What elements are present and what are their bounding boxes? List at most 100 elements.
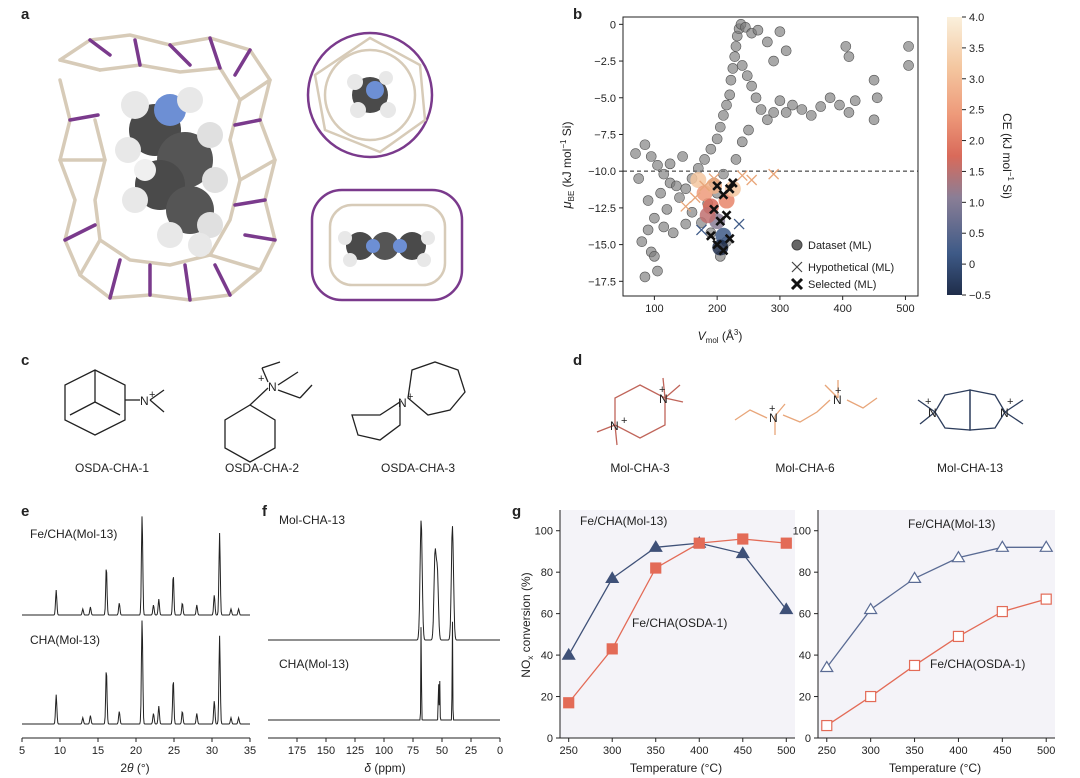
colorbar-tick-label: −0.5 — [969, 290, 991, 302]
e-xtick-label: 5 — [19, 745, 25, 757]
g-xtick-label: 250 — [560, 745, 578, 757]
colorbar-tick-label: 1.0 — [969, 197, 984, 209]
e-xtick-label: 15 — [92, 745, 104, 757]
g-xtick-label: 250 — [818, 745, 836, 757]
g-square-marker — [563, 697, 575, 709]
b-dataset-point — [746, 80, 757, 92]
g-series-label: Fe/CHA(Mol-13) — [908, 517, 995, 531]
b-xlabel: Vmol (Å3) — [698, 328, 743, 345]
g-square-marker — [865, 690, 877, 703]
mol-cha-6-n-atom-left: N — [769, 411, 778, 425]
b-dataset-point — [693, 162, 704, 174]
g-plot-background — [560, 510, 795, 738]
colorbar-tick-label: 0 — [969, 259, 975, 271]
legend-hypothetical-marker — [791, 261, 803, 273]
b-dataset-point — [796, 104, 808, 115]
b-selected-point — [712, 180, 723, 191]
g-left-xlabel: Temperature (°C) — [630, 761, 722, 775]
b-dataset-point — [639, 139, 651, 151]
b-xtick-label: 200 — [708, 303, 726, 315]
panel-label-d: d — [573, 352, 583, 369]
framework-small-bottom — [310, 188, 464, 302]
b-dataset-point — [633, 173, 644, 184]
g-xtick-label: 450 — [993, 745, 1011, 757]
g-triangle-marker — [605, 571, 620, 584]
mol-cha-3-n-atom-top: N — [659, 392, 668, 406]
g-xtick-label: 500 — [777, 745, 795, 757]
g-triangle-marker — [951, 550, 966, 563]
mol-cha-3-label: Mol-CHA-3 — [610, 461, 670, 475]
b-dataset-point — [702, 198, 714, 209]
molecule-large — [115, 87, 228, 257]
b-ce-colored-point — [690, 171, 707, 188]
mol-cha-6-charge-right: + — [835, 385, 841, 397]
osda-cha-3-structure — [351, 361, 466, 441]
b-ytick-label: −15.0 — [588, 240, 616, 252]
colorbar-tick-label: 2.5 — [969, 105, 984, 117]
b-selected-point — [709, 204, 719, 215]
b-dataset-point — [730, 154, 742, 165]
b-dataset-point — [815, 101, 827, 112]
g-square-marker — [606, 643, 618, 655]
b-dataset-point — [725, 74, 737, 86]
f-xtick-label: 75 — [407, 745, 419, 757]
b-dataset-point — [686, 173, 698, 184]
panel-label-f: f — [262, 503, 267, 520]
f-xtick-label: 0 — [497, 745, 503, 757]
b-dataset-point — [661, 204, 673, 215]
b-ytick-label: −10.0 — [588, 166, 616, 178]
panel-label-b: b — [573, 6, 583, 23]
g-series-label: Fe/CHA(OSDA-1) — [930, 657, 1025, 671]
b-dataset-point — [755, 104, 767, 115]
g-ytick-label: 100 — [535, 526, 553, 538]
b-dataset-point — [774, 26, 786, 37]
g-series-label: Fe/CHA(OSDA-1) — [632, 616, 727, 630]
b-dataset-point — [658, 168, 670, 180]
g-xtick-label: 500 — [1037, 745, 1055, 757]
b-dataset-point — [721, 99, 732, 111]
osda-cha-3-n-atom: N — [398, 396, 407, 410]
b-dataset-point — [639, 271, 651, 283]
b-plot-frame — [622, 16, 919, 297]
f-series-label-cha: CHA(Mol-13) — [279, 657, 349, 671]
b-dataset-point — [664, 158, 676, 170]
b-ce-colored-point — [715, 227, 732, 244]
g-ytick-label: 20 — [799, 692, 811, 704]
b-xtick-label: 100 — [645, 303, 663, 315]
g-xtick-label: 400 — [690, 745, 708, 757]
g-ylabel: NOx conversion (%) — [519, 572, 535, 677]
b-selected-point — [712, 239, 723, 250]
b-xtick-label: 300 — [771, 303, 789, 315]
colorbar-tick-label: 1.5 — [969, 166, 984, 178]
f-xtick-label: 175 — [288, 745, 306, 757]
b-dataset-point — [652, 160, 663, 171]
structures-c: N + OSDA-CHA-1 N + OSDA-CHA-2 N + OSDA-C… — [64, 361, 466, 475]
b-dataset-point — [721, 236, 732, 247]
osda-cha-1-structure — [64, 369, 165, 436]
b-dataset-point — [774, 95, 786, 106]
b-dataset-point — [699, 154, 710, 165]
b-selected-point — [718, 189, 729, 200]
b-dataset-point — [667, 227, 679, 239]
b-dataset-point — [736, 60, 748, 71]
osda-cha-2-n-atom: N — [268, 380, 277, 394]
g-xtick-label: 450 — [734, 745, 752, 757]
f-spectrum-mol-cha-13 — [268, 520, 500, 641]
legend-hypothetical-label: Hypothetical (ML) — [808, 262, 894, 274]
b-dataset-point — [645, 246, 657, 258]
g-series-line — [568, 542, 787, 656]
b-ytick-label: −2.5 — [594, 56, 616, 68]
b-dataset-point — [740, 21, 751, 33]
b-dataset-point — [768, 107, 779, 118]
b-dataset-point — [652, 265, 663, 277]
b-xtick-label: 500 — [896, 303, 914, 315]
b-dataset-point — [714, 121, 726, 133]
b-dataset-point — [711, 187, 723, 199]
g-triangle-marker — [819, 660, 834, 673]
osda-cha-2-label: OSDA-CHA-2 — [225, 461, 299, 475]
e-series-label-fe-cha: Fe/CHA(Mol-13) — [30, 527, 117, 541]
panel-label-a: a — [21, 6, 30, 23]
colorbar-tick-label: 2.0 — [969, 136, 984, 148]
b-dataset-point — [871, 92, 883, 104]
b-dataset-point — [750, 92, 762, 104]
